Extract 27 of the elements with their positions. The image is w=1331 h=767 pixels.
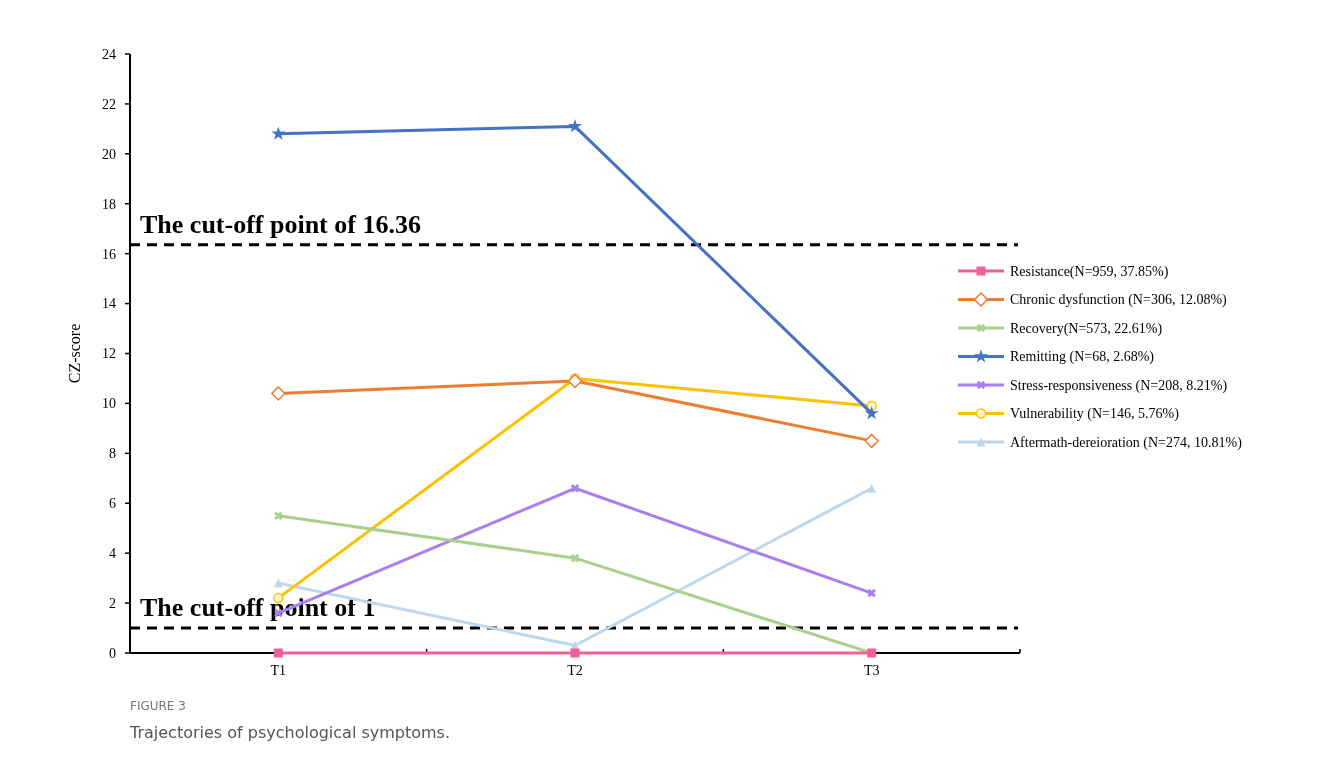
- legend-label: Vulnerability (N=146, 5.76%): [1010, 406, 1180, 423]
- y-tick-label: 0: [109, 645, 116, 661]
- y-tick-label: 8: [109, 446, 116, 462]
- y-tick-label: 6: [109, 496, 116, 512]
- y-tick-label: 24: [102, 46, 116, 62]
- ref-line-label: The cut-off point of 16.36: [140, 209, 421, 239]
- legend-label: Aftermath-dereioration (N=274, 10.81%): [1010, 434, 1243, 451]
- y-tick-label: 20: [102, 146, 116, 162]
- y-tick-label: 4: [109, 546, 116, 562]
- y-tick-label: 22: [102, 96, 116, 112]
- x-tick-label: T3: [863, 663, 880, 678]
- y-tick-label: 14: [102, 296, 116, 312]
- y-tick-label: 10: [102, 396, 116, 412]
- caption: FIGURE 3: [130, 699, 186, 713]
- legend-label: Remitting (N=68, 2.68%): [1010, 349, 1155, 366]
- legend-label: Resistance(N=959, 37.85%): [1010, 263, 1169, 280]
- y-tick-label: 2: [109, 595, 116, 611]
- y-tick-label: 16: [102, 246, 116, 262]
- y-tick-label: 12: [102, 346, 116, 362]
- legend-label: Recovery(N=573, 22.61%): [1010, 320, 1163, 337]
- y-axis-title: CZ-score: [66, 323, 83, 384]
- text: Trajectories of psychological symptoms.: [129, 723, 451, 742]
- legend-label: Stress-responsiveness (N=208, 8.21%): [1010, 377, 1228, 394]
- legend-label: Chronic dysfunction (N=306, 12.08%): [1010, 292, 1228, 309]
- y-tick-label: 18: [102, 196, 116, 212]
- x-tick-label: T2: [567, 663, 583, 678]
- x-tick-label: T1: [270, 663, 287, 678]
